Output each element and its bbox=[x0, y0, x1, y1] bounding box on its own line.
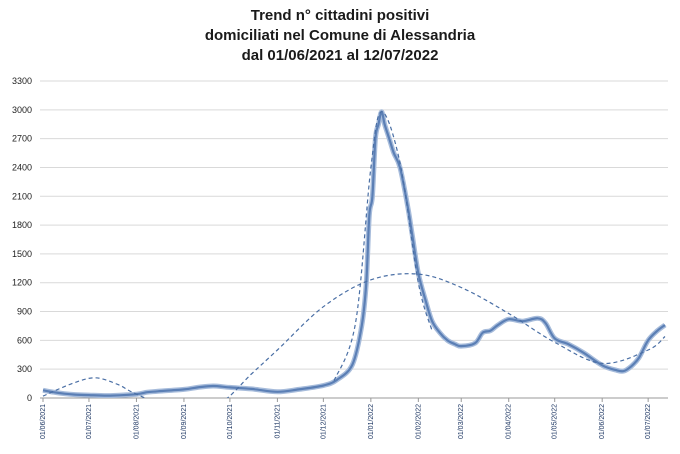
y-tick-label: 900 bbox=[17, 307, 32, 317]
x-axis: 01/06/2021 01/07/2021 01/08/2021 01/09/2021… bbox=[40, 398, 652, 439]
y-axis: 0 300 600 900 1200 1500 1800 2100 2400 2700 3000 33… bbox=[12, 76, 32, 403]
series-layer bbox=[42, 109, 667, 398]
y-tick-label: 1800 bbox=[12, 220, 32, 230]
grid bbox=[40, 80, 668, 399]
x-tick-label: 01/06/2022 bbox=[599, 404, 606, 439]
x-tick-label: 01/12/2021 bbox=[320, 404, 327, 439]
x-tick-label: 01/01/2022 bbox=[368, 404, 375, 439]
x-tick-label: 01/05/2022 bbox=[552, 404, 559, 439]
x-tick-label: 01/02/2022 bbox=[415, 404, 422, 439]
chart-title-line-1: Trend n° cittadini positivi bbox=[250, 7, 430, 24]
x-tick-label: 01/03/2022 bbox=[458, 404, 465, 439]
chart-title-line-2: domiciliati nel Comune di Alessandria bbox=[204, 27, 476, 44]
y-tick-label: 3300 bbox=[12, 76, 32, 86]
series-2-trend-line bbox=[333, 111, 433, 381]
y-tick-label: 3000 bbox=[12, 105, 32, 115]
x-tick-label: 01/10/2021 bbox=[227, 404, 234, 439]
x-tick-label: 01/11/2021 bbox=[274, 404, 281, 439]
y-tick-label: 300 bbox=[17, 364, 32, 374]
y-tick-label: 1500 bbox=[12, 249, 32, 259]
y-tick-label: 2400 bbox=[12, 162, 32, 172]
series-1-trend-line bbox=[42, 273, 666, 398]
x-tick-label: 01/07/2022 bbox=[645, 404, 652, 439]
y-tick-label: 0 bbox=[27, 393, 32, 403]
chart-title-line-3: dal 01/06/2021 al 12/07/2022 bbox=[241, 47, 439, 64]
y-tick-label: 2700 bbox=[12, 134, 32, 144]
x-tick-label: 01/06/2021 bbox=[40, 404, 47, 439]
series-0-line bbox=[42, 110, 666, 397]
chart-title: Trend n° cittadini positivi domiciliati … bbox=[0, 6, 680, 66]
x-tick-label: 01/07/2021 bbox=[86, 404, 93, 439]
y-tick-label: 2100 bbox=[12, 191, 32, 201]
x-tick-label: 01/08/2021 bbox=[133, 404, 140, 439]
x-tick-label: 01/04/2022 bbox=[506, 404, 513, 439]
x-tick-label: 01/09/2021 bbox=[181, 404, 188, 439]
y-tick-label: 600 bbox=[17, 335, 32, 345]
y-tick-label: 1200 bbox=[12, 278, 32, 288]
